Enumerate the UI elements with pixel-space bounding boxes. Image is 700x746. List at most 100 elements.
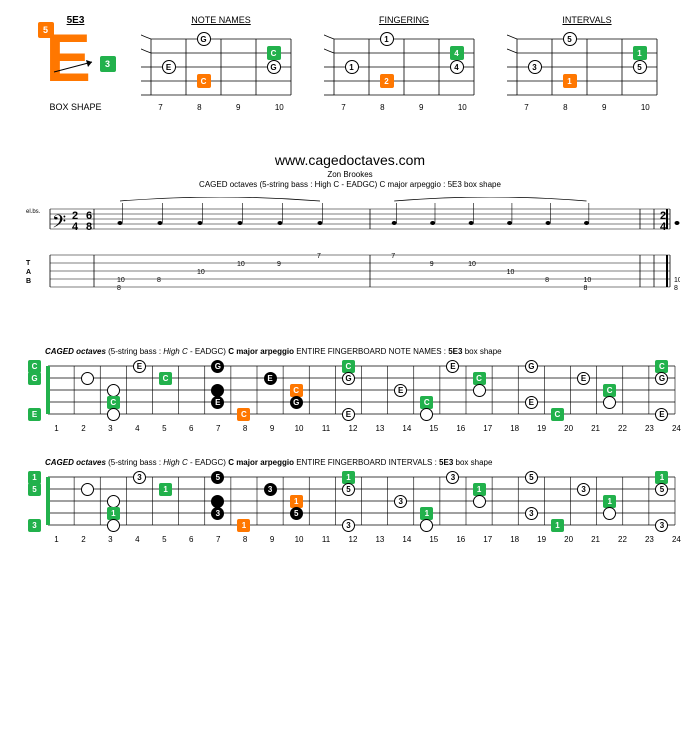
mini-fret-numbers: 78910 <box>324 103 484 112</box>
badge-3: 3 <box>100 56 116 72</box>
full-fret-numbers: 123456789101112131415161718192021222324 <box>43 535 690 544</box>
fret-dot: G <box>197 32 211 46</box>
arrow-icon <box>52 58 96 78</box>
fret-dot: E <box>394 384 407 397</box>
full-fretboard-block: CAGED octaves (5-string bass : High C - … <box>15 347 685 433</box>
fret-dot <box>107 408 120 421</box>
svg-text:A: A <box>26 269 31 276</box>
fret-dot <box>473 495 486 508</box>
svg-text:8: 8 <box>674 285 678 292</box>
fret-dot: 1 <box>290 495 303 508</box>
mini-diagram-label: NOTE NAMES <box>191 15 251 25</box>
fret-dot: 5 <box>633 60 647 74</box>
fret-dot <box>81 372 94 385</box>
fret-dot: 1 <box>563 74 577 88</box>
open-string-marker: 5 <box>28 483 41 496</box>
fret-dot: 5 <box>211 471 224 484</box>
mini-fretboard: GCEGC <box>141 33 301 101</box>
fret-dot: 1 <box>380 32 394 46</box>
fret-dot <box>107 495 120 508</box>
fret-dot: C <box>197 74 211 88</box>
fret-dot: C <box>551 408 564 421</box>
fret-dot: 3 <box>133 471 146 484</box>
fret-dot: 5 <box>342 483 355 496</box>
top-diagrams: 5E3 E 5 3 BOX SHAPE NOTE NAMESGCEGC78910… <box>15 15 685 112</box>
fret-dot <box>603 507 616 520</box>
open-string-marker: E <box>28 408 41 421</box>
url-text: www.cagedoctaves.com <box>15 152 685 168</box>
svg-text:10: 10 <box>468 261 476 268</box>
svg-text:10: 10 <box>584 277 592 284</box>
fret-dot: 1 <box>342 471 355 484</box>
open-string-marker: 1 <box>28 471 41 484</box>
fret-dot: 1 <box>159 483 172 496</box>
svg-text:8: 8 <box>86 221 92 233</box>
mini-diagram-label: FINGERING <box>379 15 429 25</box>
fret-dot: 1 <box>603 495 616 508</box>
box-shape-caption: BOX SHAPE <box>49 102 101 112</box>
svg-text:9: 9 <box>277 261 281 268</box>
fret-dot <box>473 384 486 397</box>
fret-dot: E <box>342 408 355 421</box>
svg-text:B: B <box>26 278 31 285</box>
fret-dot: E <box>446 360 459 373</box>
mini-fret-numbers: 78910 <box>141 103 301 112</box>
fret-dot: 5 <box>290 507 303 520</box>
fret-dot <box>107 384 120 397</box>
fret-dot: E <box>211 396 224 409</box>
svg-text:4: 4 <box>660 221 667 233</box>
fret-dot: 3 <box>211 507 224 520</box>
svg-text:T: T <box>26 260 31 267</box>
svg-text:10: 10 <box>237 261 245 268</box>
svg-text:8: 8 <box>584 285 588 292</box>
fret-dot <box>211 495 224 508</box>
mini-diagram: FINGERING1414278910 <box>322 15 487 112</box>
full-fb-title: CAGED octaves (5-string bass : High C - … <box>45 458 685 467</box>
full-fretboard: CGEEGCEGCCEGCEGCECCEGCECECE <box>20 360 680 422</box>
fret-dot: 1 <box>107 507 120 520</box>
fret-dot: 3 <box>264 483 277 496</box>
fret-dot: 3 <box>528 60 542 74</box>
fret-dot: E <box>264 372 277 385</box>
fret-dot: E <box>577 372 590 385</box>
fret-dot: G <box>290 396 303 409</box>
fret-dot: 1 <box>345 60 359 74</box>
fret-dot: 3 <box>446 471 459 484</box>
fret-dot: 4 <box>450 46 464 60</box>
fret-dot: 3 <box>342 519 355 532</box>
notation-svg: el.bs.TAB𝄢24681088101097791010810824108 <box>20 197 680 307</box>
full-fb-title: CAGED octaves (5-string bass : High C - … <box>45 347 685 356</box>
fret-dot: G <box>525 360 538 373</box>
fret-dot: 3 <box>394 495 407 508</box>
fret-dot <box>420 408 433 421</box>
svg-text:9: 9 <box>430 261 434 268</box>
mini-diagram: NOTE NAMES GCEGC 78910 <box>139 15 304 112</box>
fret-dot: C <box>267 46 281 60</box>
fret-dot: 5 <box>655 483 668 496</box>
open-string-marker: 3 <box>28 519 41 532</box>
fret-dot: G <box>267 60 281 74</box>
fret-dot <box>603 396 616 409</box>
svg-text:7: 7 <box>317 253 321 260</box>
fret-dot: 5 <box>525 471 538 484</box>
fret-dot <box>107 519 120 532</box>
notation-block: el.bs.TAB𝄢24681088101097791010810824108 <box>20 197 680 312</box>
fret-dot: C <box>290 384 303 397</box>
fret-dot: 3 <box>577 483 590 496</box>
fret-dot: G <box>342 372 355 385</box>
mini-diagram-label: INTERVALS <box>562 15 611 25</box>
fret-dot: 1 <box>655 471 668 484</box>
svg-text:𝄢: 𝄢 <box>52 211 66 236</box>
fret-dot: G <box>211 360 224 373</box>
fret-dot: 2 <box>380 74 394 88</box>
mini-fret-numbers: 78910 <box>507 103 667 112</box>
fret-dot: C <box>342 360 355 373</box>
fret-dot: E <box>525 396 538 409</box>
fret-dot <box>211 384 224 397</box>
svg-text:10: 10 <box>674 277 680 284</box>
fret-dot: C <box>107 396 120 409</box>
fret-dot: 1 <box>633 46 647 60</box>
svg-text:10: 10 <box>117 277 125 284</box>
fret-dot <box>81 483 94 496</box>
fret-dot: 3 <box>525 507 538 520</box>
